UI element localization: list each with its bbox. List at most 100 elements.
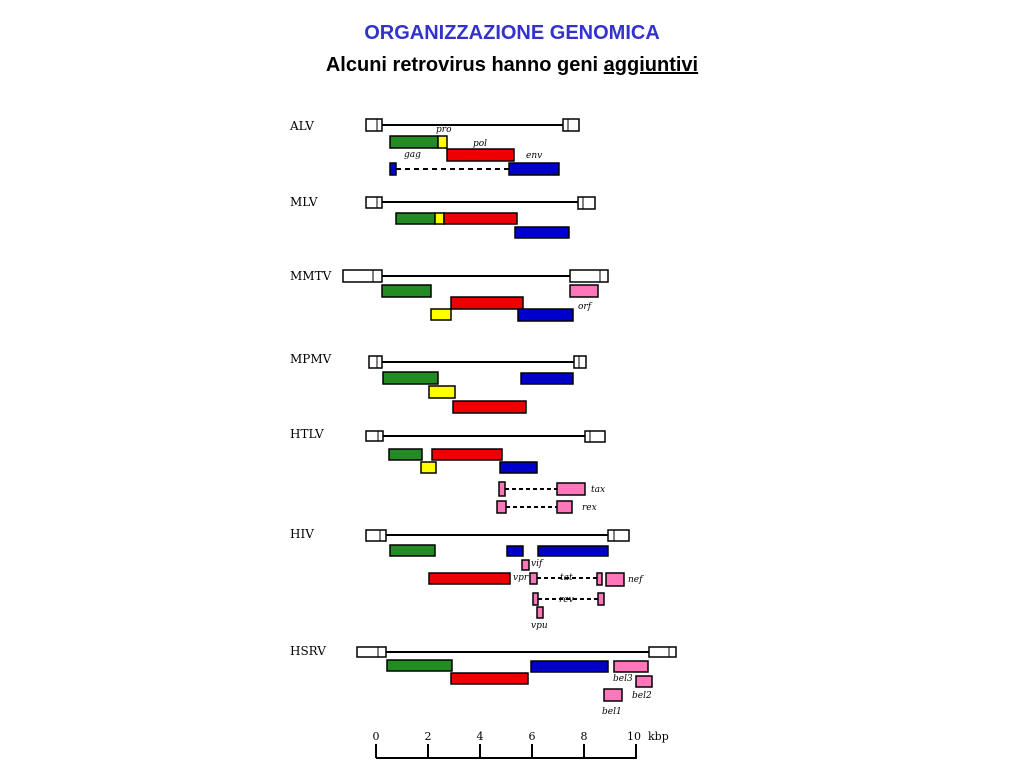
gene-rex <box>556 500 573 514</box>
ltr-left <box>342 269 383 283</box>
gene-label-tax: tax <box>591 485 605 495</box>
gene-pro <box>434 212 445 225</box>
gene-label-vif: vif <box>531 559 544 569</box>
gene-pro <box>430 308 452 321</box>
ltr-left <box>365 529 387 542</box>
scale-tick-label: 10 <box>627 730 641 743</box>
gene-env <box>530 660 609 673</box>
gene-rex-exon1 <box>496 500 507 514</box>
virus-label: HTLV <box>290 427 324 441</box>
gene-label-pro: pro <box>436 125 452 135</box>
gene-pol <box>431 448 503 461</box>
virus-label: HIV <box>290 527 314 541</box>
virus-mpmv: MPMV <box>290 352 587 414</box>
gene-label-pol: pol <box>473 139 487 149</box>
gene-env <box>499 461 538 474</box>
gene-nef <box>605 572 625 587</box>
gene-gag <box>389 135 439 149</box>
virus-htlv: HTLV tax rex <box>290 427 606 514</box>
gene-pol <box>452 400 527 414</box>
virus-label: HSRV <box>290 644 326 658</box>
scale-tick-label: 2 <box>425 730 432 743</box>
scale-tick-label: 6 <box>529 730 536 743</box>
gene-label-env: env <box>526 151 542 161</box>
gene-gag <box>382 371 439 385</box>
gene-pol <box>428 572 511 585</box>
virus-label: MLV <box>290 195 318 209</box>
virus-label: ALV <box>289 119 314 133</box>
gene-env <box>508 162 560 176</box>
gene-vpu <box>536 606 544 619</box>
scale-unit: kbp <box>648 730 669 743</box>
subtitle-text: Alcuni retrovirus hanno geni <box>325 54 604 76</box>
gene-gag <box>381 284 432 298</box>
gene-vif-block <box>506 545 524 557</box>
gene-gag <box>389 544 436 557</box>
ltr-right <box>648 646 677 658</box>
gene-label-vpr: vpr <box>513 573 529 583</box>
page-subtitle: Alcuni retrovirus hanno geni aggiuntivi <box>0 54 1024 77</box>
virus-alv: ALV pro gag pol env <box>289 118 580 176</box>
gene-label-vpu: vpu <box>531 621 548 631</box>
gene-pol <box>450 672 529 685</box>
gene-pol <box>450 296 524 310</box>
ltr-left <box>365 118 383 132</box>
gene-rev-exon2 <box>597 592 605 606</box>
gene-label-gag: gag <box>404 150 421 160</box>
ltr-left <box>365 430 384 442</box>
gene-label-bel1: bel1 <box>602 707 622 717</box>
gene-tax-exon1 <box>498 481 506 497</box>
gene-label-orf: orf <box>578 302 593 312</box>
gene-vif <box>521 559 530 571</box>
ltr-right <box>577 196 596 210</box>
gene-env-exon1 <box>389 162 397 176</box>
ltr-left <box>365 196 383 209</box>
gene-env <box>517 308 574 322</box>
scale-tick-label: 0 <box>373 730 380 743</box>
gene-env <box>520 372 574 385</box>
gene-vpr <box>529 572 538 585</box>
scale-tick-label: 4 <box>477 730 484 743</box>
gene-pol <box>446 148 515 162</box>
ltr-right <box>584 430 606 443</box>
gene-bel1-block <box>603 688 623 702</box>
page-title: ORGANIZZAZIONE GENOMICA <box>364 22 660 44</box>
virus-hiv: HIV vif vpr tat nef rev vpu <box>290 527 644 631</box>
gene-gag <box>395 212 436 225</box>
virus-hsrv: HSRV bel3 bel2 bel1 <box>290 644 677 717</box>
ltr-right <box>607 529 630 542</box>
virus-label: MMTV <box>290 269 332 283</box>
gene-gag <box>388 448 423 461</box>
gene-label-bel2: bel2 <box>632 691 652 701</box>
virus-mlv: MLV <box>290 195 596 239</box>
scale-bar: 0 2 4 6 8 10 kbp <box>373 730 669 759</box>
scale-tick-label: 8 <box>581 730 588 743</box>
ltr-right <box>569 269 609 283</box>
ltr-right <box>562 118 580 132</box>
virus-mmtv: MMTV orf <box>290 269 609 322</box>
gene-gag <box>386 659 453 672</box>
gene-label-rev: rev <box>559 595 574 605</box>
gene-env <box>514 226 570 239</box>
gene-label-tat: tat <box>560 573 573 583</box>
gene-orf <box>569 284 599 298</box>
gene-pro <box>428 385 456 399</box>
gene-pol <box>443 212 518 225</box>
gene-label-bel3: bel3 <box>613 674 633 684</box>
subtitle-emphasis: aggiuntivi <box>603 54 699 76</box>
gene-pro <box>420 461 437 474</box>
ltr-left <box>356 646 387 658</box>
gene-tax <box>556 482 586 496</box>
gene-label-rex: rex <box>582 503 597 513</box>
gene-bel2-block <box>635 675 653 688</box>
gene-env <box>537 545 609 557</box>
gene-rev-exon1 <box>532 592 539 606</box>
gene-bel3-block <box>613 660 649 673</box>
ltr-left <box>368 355 383 369</box>
gene-label-nef: nef <box>628 575 644 585</box>
gene-tat-exon2 <box>596 572 603 586</box>
ltr-right <box>573 355 587 369</box>
gene-pro <box>437 135 448 149</box>
virus-label: MPMV <box>290 352 332 366</box>
